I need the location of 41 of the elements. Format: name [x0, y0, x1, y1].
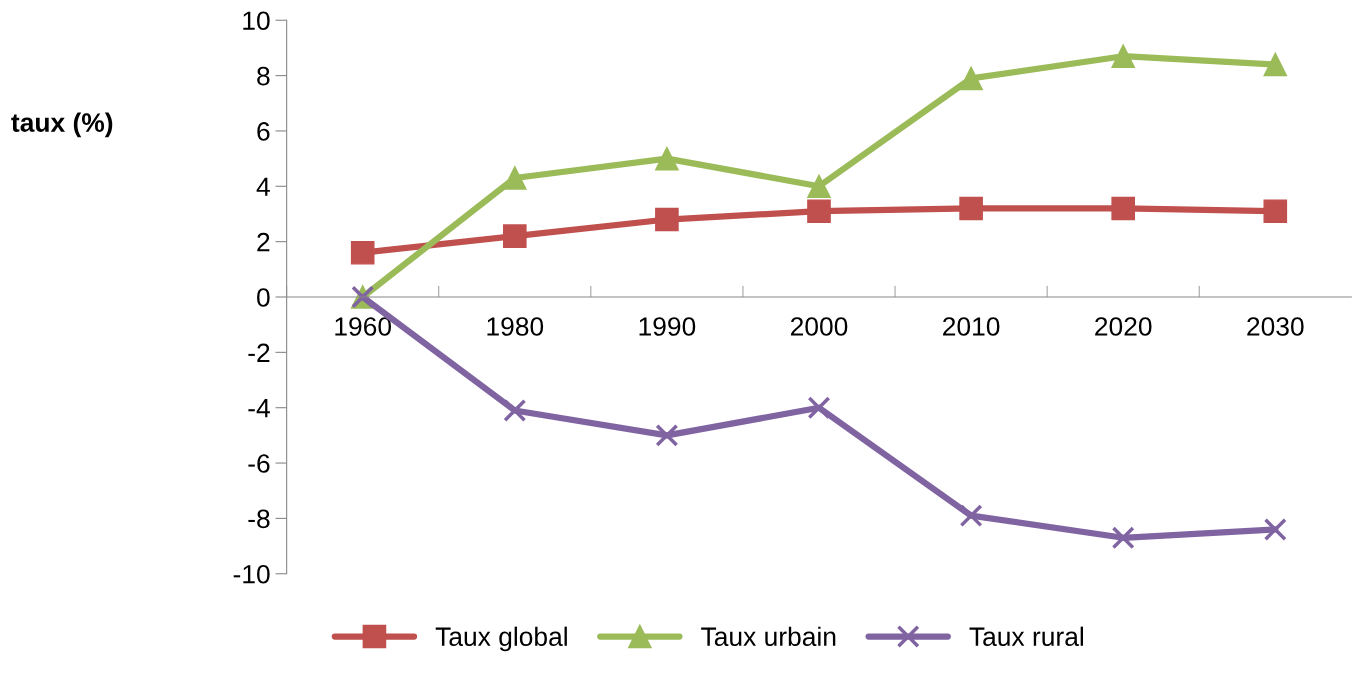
point	[1111, 196, 1136, 221]
point	[503, 399, 527, 422]
point	[655, 207, 679, 232]
point	[502, 224, 527, 248]
point	[959, 504, 983, 528]
y-tick-label: 0	[257, 288, 270, 307]
point	[807, 174, 831, 199]
point	[655, 423, 679, 447]
legend-label: Taux rural	[969, 626, 1083, 647]
point	[1111, 44, 1136, 69]
x-tick-label: 1960	[335, 317, 392, 336]
point	[1263, 199, 1288, 224]
y-tick-label: 2	[257, 232, 270, 252]
point	[807, 199, 831, 224]
y-tick-label: -4	[248, 399, 270, 418]
x-tick-label: 2020	[1095, 317, 1152, 336]
point	[1263, 518, 1287, 541]
point	[655, 146, 679, 171]
point	[1111, 526, 1135, 550]
x-tick-label: 1980	[487, 317, 544, 336]
y-tick-label: -10	[233, 564, 270, 584]
point	[502, 166, 527, 190]
x-tick-label: 2000	[790, 317, 848, 336]
y-tick-label: 4	[256, 177, 270, 196]
x-tick-label: 2030	[1247, 317, 1304, 336]
x-tick-label: 1990	[639, 317, 696, 336]
point	[959, 66, 983, 91]
point	[350, 240, 375, 265]
y-tick-label: -6	[248, 454, 270, 473]
legend-label: Taux global	[435, 626, 567, 652]
y-tick-label: -8	[248, 509, 270, 529]
y-axis-title: taux (%)	[11, 112, 113, 138]
y-tick-label: 8	[257, 66, 270, 86]
point	[959, 196, 983, 221]
legend-label: Taux urbain	[701, 626, 836, 647]
y-tick-label: 10	[243, 11, 270, 31]
point	[1263, 52, 1288, 77]
point	[807, 396, 831, 420]
y-tick-label: 6	[257, 122, 270, 141]
y-tick-label: -2	[248, 343, 270, 362]
x-tick-label: 2010	[943, 317, 1000, 336]
